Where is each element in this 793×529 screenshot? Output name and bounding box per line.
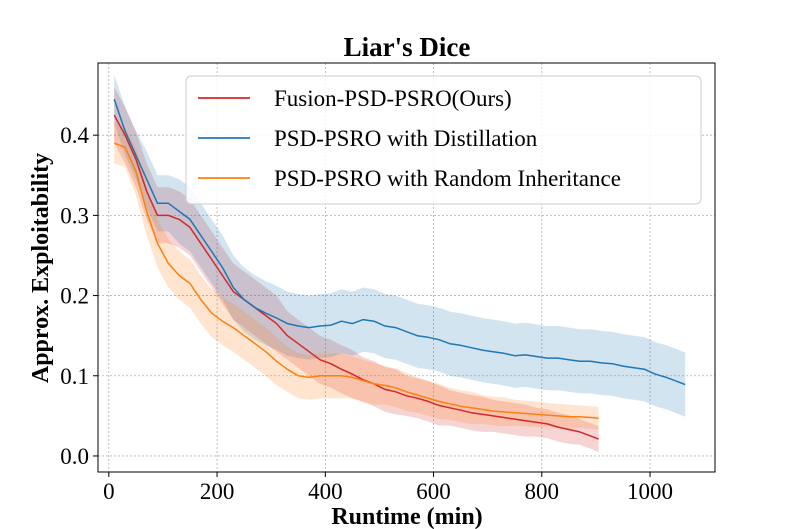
legend-label-fusion: Fusion-PSD-PSRO(Ours) [274, 86, 512, 111]
series-band-1 [114, 75, 686, 417]
series-band-2 [114, 123, 599, 430]
y-tick-label: 0.0 [60, 444, 89, 469]
legend-box [185, 75, 702, 205]
series-line-2 [113, 142, 599, 420]
legend-label-distillation: PSD-PSRO with Distillation [274, 126, 538, 151]
x-axis-label: Runtime (min) [331, 504, 482, 529]
legend: Fusion-PSD-PSRO(Ours) PSD-PSRO with Dist… [185, 75, 702, 205]
x-tick-label: 0 [103, 479, 115, 504]
chart-title: Liar's Dice [344, 32, 471, 62]
x-tick-label: 1000 [627, 479, 673, 504]
x-tick-label: 800 [525, 479, 560, 504]
y-tick-label: 0.2 [60, 284, 89, 309]
series-line-0 [113, 114, 599, 440]
y-tick-label: 0.4 [60, 123, 89, 148]
x-tick-label: 600 [416, 479, 451, 504]
y-tick-label: 0.3 [60, 203, 89, 228]
axis-ticks: 0 200 400 600 800 1000 0.0 0.1 0.2 0.3 0.4 [60, 123, 673, 504]
plot-area-frame [97, 62, 716, 473]
y-tick-label: 0.1 [60, 364, 89, 389]
series-lines [113, 98, 686, 440]
legend-label-random-inheritance: PSD-PSRO with Random Inheritance [274, 166, 621, 191]
x-tick-label: 200 [200, 479, 235, 504]
x-tick-label: 400 [308, 479, 343, 504]
series-line-1 [113, 98, 686, 386]
y-axis-label: Approx. Exploitability [28, 153, 54, 383]
